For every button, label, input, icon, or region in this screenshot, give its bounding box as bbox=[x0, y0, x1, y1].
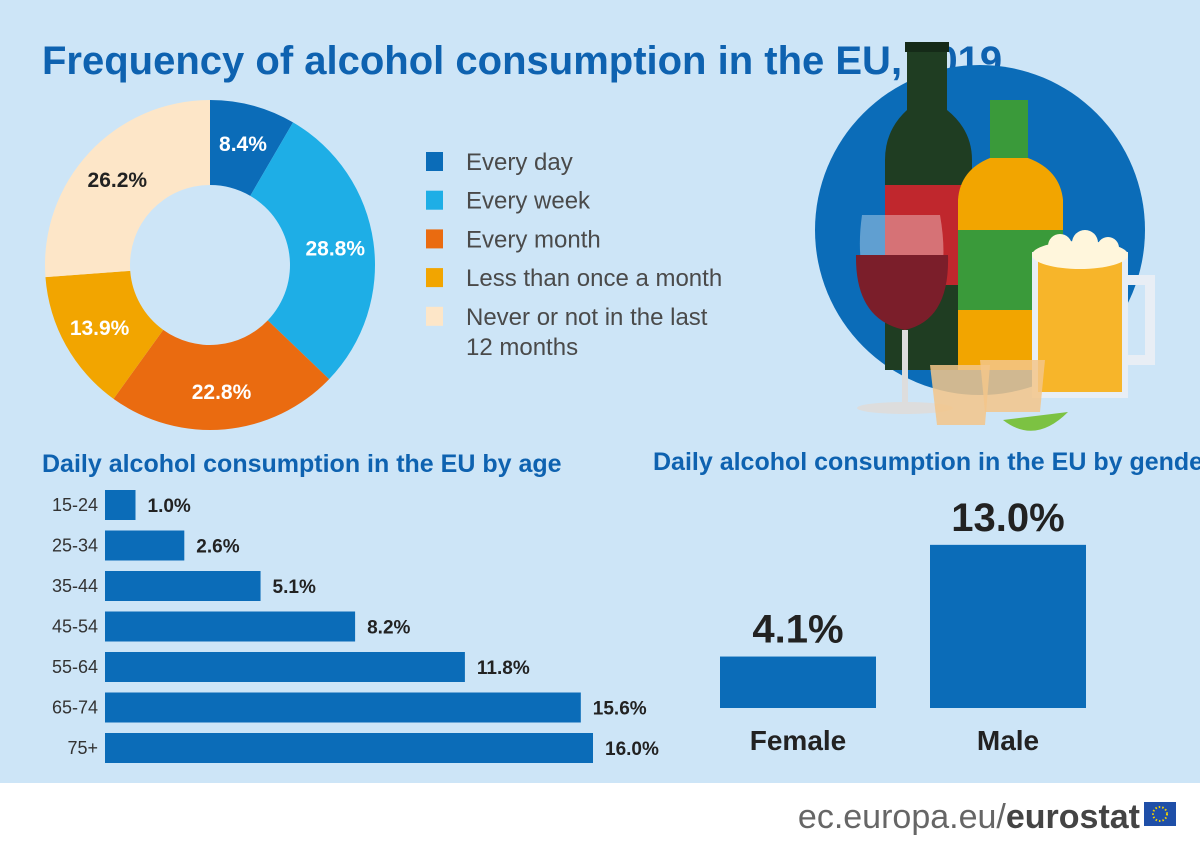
age-category-label: 55-64 bbox=[52, 657, 98, 677]
legend-item: Every day bbox=[426, 149, 573, 176]
legend-swatch bbox=[426, 306, 443, 326]
gender-bar-group: 4.1% Female bbox=[720, 608, 876, 756]
legend-label: 12 months bbox=[466, 334, 578, 361]
legend-item: Every week bbox=[426, 188, 591, 215]
donut-slice bbox=[45, 270, 164, 399]
slice-label: 28.8% bbox=[305, 237, 365, 260]
age-category-label: 45-54 bbox=[52, 617, 98, 637]
beer-mug-icon bbox=[1032, 230, 1155, 398]
donut-chart: 8.4% 28.8% 22.8% 13.9% 26.2% bbox=[44, 100, 375, 430]
legend-label: Less than once a month bbox=[466, 265, 722, 292]
footer-link[interactable]: ec.europa.eu/eurostat bbox=[798, 798, 1140, 836]
slice-label: 8.4% bbox=[219, 133, 267, 156]
footer: ec.europa.eu/eurostat bbox=[798, 798, 1176, 836]
age-category-label: 75+ bbox=[67, 738, 98, 758]
gender-bar bbox=[720, 656, 876, 708]
age-bar-value: 2.6% bbox=[196, 537, 239, 558]
age-category-label: 25-34 bbox=[52, 536, 98, 556]
age-bar-row: 55-64 11.8% bbox=[52, 652, 530, 682]
donut-legend: Every day Every week Every month Less than … bbox=[426, 149, 722, 361]
age-bar-row: 75+ 16.0% bbox=[67, 733, 659, 763]
age-category-label: 35-44 bbox=[52, 576, 98, 596]
age-bar-chart: 15-24 1.0% 25-34 2.6% 35-44 5.1% 45-54 8.2% 55-6… bbox=[52, 490, 659, 763]
legend-swatch bbox=[426, 152, 443, 171]
legend-swatch bbox=[426, 229, 443, 249]
age-bar-value: 5.1% bbox=[273, 577, 316, 598]
lime-icon bbox=[1003, 412, 1068, 431]
footer-brand: eurostat bbox=[1006, 798, 1140, 836]
eu-flag-icon bbox=[1144, 802, 1176, 826]
legend-label: Never or not in the last bbox=[466, 304, 708, 331]
donut-slice bbox=[113, 320, 330, 430]
age-bar bbox=[105, 733, 593, 763]
legend-item: Never or not in the last 12 months bbox=[426, 304, 708, 361]
donut-slice bbox=[250, 122, 375, 380]
age-bar bbox=[105, 652, 465, 682]
gender-category-label: Male bbox=[977, 725, 1039, 756]
age-bar bbox=[105, 692, 581, 723]
legend-swatch bbox=[426, 190, 443, 210]
age-bar-value: 15.6% bbox=[593, 699, 647, 720]
age-bar bbox=[105, 611, 356, 642]
slice-label: 26.2% bbox=[88, 169, 148, 192]
age-bar-value: 1.0% bbox=[148, 496, 191, 517]
age-category-label: 65-74 bbox=[52, 698, 98, 718]
age-chart-title: Daily alcohol consumption in the EU by a… bbox=[42, 450, 562, 478]
slice-label: 13.9% bbox=[70, 317, 130, 340]
age-bar-value: 8.2% bbox=[367, 618, 410, 639]
age-bar-row: 65-74 15.6% bbox=[52, 692, 647, 723]
age-bar-value: 16.0% bbox=[605, 739, 659, 760]
legend-swatch bbox=[426, 268, 443, 288]
legend-label: Every month bbox=[466, 226, 601, 253]
slice-label: 22.8% bbox=[192, 381, 252, 404]
footer-url: ec.europa.eu/ bbox=[798, 798, 1006, 836]
legend-item: Less than once a month bbox=[426, 265, 722, 292]
gender-bar-chart: 4.1% Female 13.0% Male bbox=[720, 496, 1086, 756]
shot-glasses-icon bbox=[930, 360, 1045, 425]
donut-slice bbox=[210, 100, 294, 196]
page-title: Frequency of alcohol consumption in the … bbox=[42, 39, 1002, 83]
gender-bar bbox=[930, 544, 1086, 708]
gender-bar-group: 13.0% Male bbox=[930, 496, 1086, 756]
gender-bar-value: 4.1% bbox=[752, 608, 843, 652]
age-category-label: 15-24 bbox=[52, 495, 98, 515]
drinks-illustration bbox=[815, 42, 1155, 431]
age-bar-row: 25-34 2.6% bbox=[52, 530, 240, 561]
legend-label: Every week bbox=[466, 188, 591, 215]
age-bar-row: 45-54 8.2% bbox=[52, 611, 411, 642]
age-bar bbox=[105, 530, 185, 561]
gender-bar-value: 13.0% bbox=[951, 496, 1064, 540]
gender-category-label: Female bbox=[750, 725, 847, 756]
wine-glass-icon bbox=[855, 215, 953, 414]
legend-item: Every month bbox=[426, 226, 601, 253]
age-bar-row: 15-24 1.0% bbox=[52, 490, 191, 520]
legend-label: Every day bbox=[466, 149, 573, 176]
age-bar bbox=[105, 571, 261, 601]
age-bar-value: 11.8% bbox=[477, 658, 530, 679]
age-bar-row: 35-44 5.1% bbox=[52, 571, 316, 601]
donut-slice bbox=[44, 100, 210, 278]
gender-chart-title: Daily alcohol consumption in the EU by g… bbox=[653, 448, 1200, 476]
age-bar bbox=[105, 490, 136, 520]
